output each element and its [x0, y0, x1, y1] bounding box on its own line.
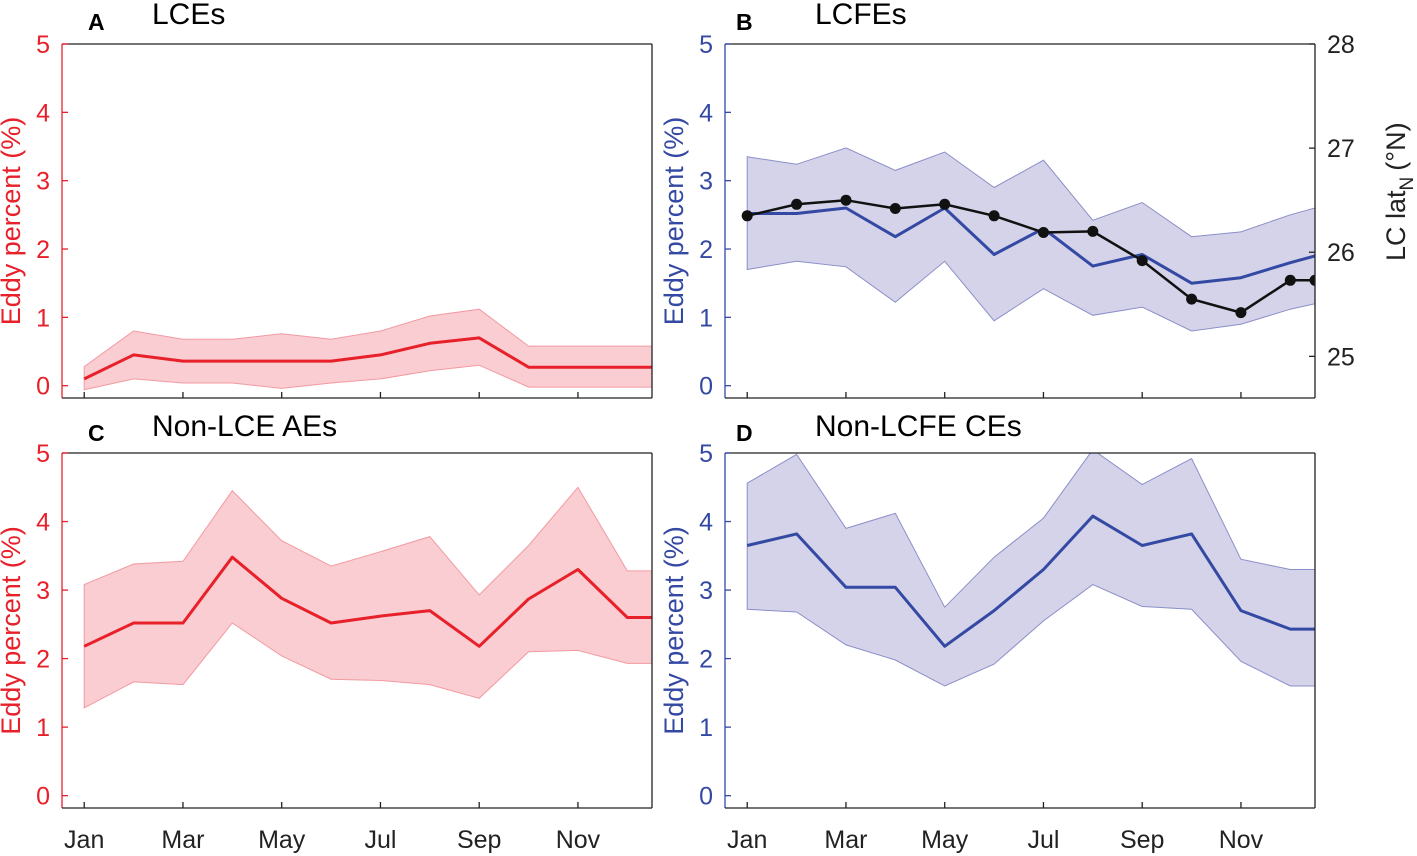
right-tick-label: 25: [1327, 343, 1355, 371]
right-axis-label-sub: N: [1397, 177, 1417, 191]
lc-lat-point: [1309, 274, 1315, 286]
lc-lat-point: [1186, 293, 1198, 305]
y-tick-label: 3: [36, 577, 50, 605]
x-tick-label: May: [258, 826, 306, 854]
lc-lat-point: [1038, 227, 1049, 238]
plot-area-a: [83, 308, 652, 391]
y-tick-label: 2: [36, 236, 50, 264]
right-tick-label: 27: [1327, 135, 1355, 163]
x-tick-label: Jan: [727, 826, 767, 854]
right-axis-label-unit: (°N): [1381, 122, 1411, 170]
y-tick-label: 0: [699, 373, 713, 401]
lc-lat-point: [988, 210, 1000, 222]
right-tick-label: 28: [1327, 31, 1355, 59]
y-axis-label: Eddy percent (%): [0, 526, 26, 735]
x-tick-label: Jan: [64, 826, 104, 854]
x-tick-label: Nov: [1219, 826, 1264, 854]
y-tick-label: 2: [699, 646, 713, 674]
y-tick-label: 3: [699, 168, 713, 196]
y-axis-label: Eddy percent (%): [659, 117, 689, 326]
lc-lat-point: [791, 198, 803, 210]
panel-title: Non-LCFE CEs: [815, 410, 1022, 443]
lc-lat-point: [1284, 274, 1296, 286]
y-tick-label: 2: [36, 646, 50, 674]
confidence-band-c: [83, 486, 652, 709]
panel-letter: A: [88, 9, 105, 35]
x-tick-label: Sep: [1120, 826, 1164, 854]
confidence-band-a: [83, 308, 652, 391]
lc-lat-point: [939, 198, 951, 210]
lc-lat-point: [840, 194, 852, 206]
y-tick-label: 0: [36, 373, 50, 401]
x-tick-label: Mar: [824, 826, 867, 854]
y-tick-label: 5: [36, 31, 50, 59]
x-tick-label: Sep: [457, 826, 501, 854]
panel-a: 0 1 2 3 4 5 Eddy percent (%) A LCEs: [0, 0, 653, 401]
plot-area-b: [741, 147, 1315, 332]
mean-line-a: [83, 336, 652, 381]
y-tick-label: 5: [36, 440, 50, 468]
x-tick-label: Jul: [364, 826, 396, 854]
panel-letter: B: [736, 9, 753, 35]
right-axis-label-main: LC lat: [1381, 190, 1411, 261]
y-tick-label: 0: [699, 783, 713, 811]
right-axis-label: LC latN (°N): [1381, 122, 1417, 261]
y-axis-label: Eddy percent (%): [0, 117, 26, 326]
x-tick-label: May: [921, 826, 969, 854]
y-tick-label: 4: [699, 509, 713, 537]
panel-title: LCEs: [152, 0, 225, 31]
confidence-band-b: [746, 147, 1315, 332]
mean-line-d: [746, 514, 1315, 648]
panel-letter: D: [736, 420, 753, 446]
lc-lat-point: [741, 210, 753, 222]
x-tick-label: Nov: [556, 826, 601, 854]
panel-b: 25 26 27 28 LC latN (°N) 0 1 2 3 4 5 Eddy percent (%…: [659, 0, 1417, 401]
lc-lat-point: [1235, 307, 1247, 319]
x-tick-label: Jul: [1027, 826, 1059, 854]
y-tick-label: 4: [36, 509, 50, 537]
plot-area-c: [83, 486, 652, 709]
panel-title: LCFEs: [815, 0, 907, 31]
y-tick-label: 4: [36, 99, 50, 127]
panel-title: Non-LCE AEs: [152, 410, 337, 443]
y-axis-label: Eddy percent (%): [659, 526, 689, 735]
y-tick-label: 1: [699, 714, 713, 742]
y-tick-label: 1: [699, 304, 713, 332]
right-tick-label: 26: [1327, 239, 1355, 267]
y-tick-label: 4: [699, 99, 713, 127]
lc-lat-point: [889, 203, 901, 214]
y-tick-label: 5: [699, 440, 713, 468]
confidence-band-d: [746, 453, 1315, 687]
lc-lat-point: [1087, 225, 1099, 237]
y-tick-label: 3: [36, 168, 50, 196]
y-tick-label: 3: [699, 577, 713, 605]
panel-d: 0 1 2 3 4 5 Jan Mar May Jul Sep Nov Eddy percent (%)…: [659, 410, 1316, 854]
y-tick-label: 5: [699, 31, 713, 59]
panel-c: 0 1 2 3 4 5 Jan Mar May Jul Sep Nov Eddy percent (%)…: [0, 410, 653, 854]
y-tick-label: 0: [36, 783, 50, 811]
y-tick-label: 1: [36, 714, 50, 742]
y-tick-label: 2: [699, 236, 713, 264]
plot-area-d: [746, 453, 1315, 687]
panel-letter: C: [88, 420, 105, 446]
lc-lat-point: [1136, 255, 1148, 267]
x-tick-label: Mar: [161, 826, 204, 854]
mean-line-c: [83, 555, 652, 648]
y-tick-label: 1: [36, 304, 50, 332]
